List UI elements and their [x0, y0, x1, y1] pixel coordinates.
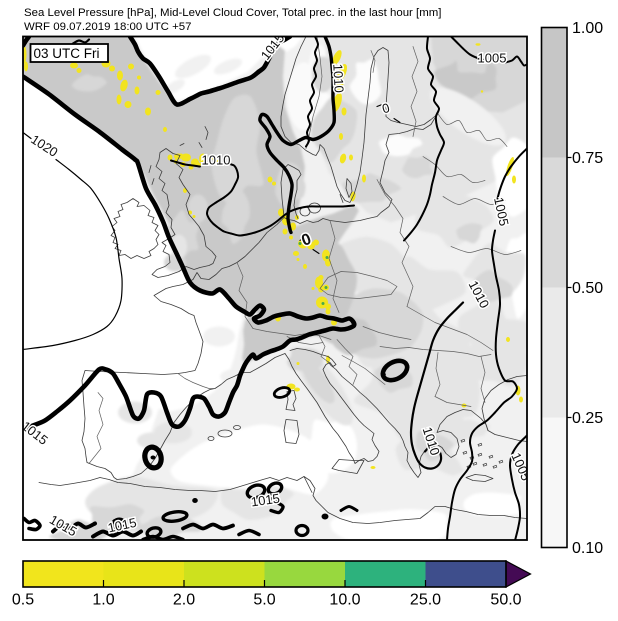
svg-text:Sea Level Pressure [hPa], Mid-: Sea Level Pressure [hPa], Mid-Level Clou…	[24, 7, 441, 19]
svg-text:0.10: 0.10	[572, 540, 603, 557]
svg-text:1015: 1015	[250, 491, 281, 510]
svg-text:1010: 1010	[202, 153, 231, 168]
svg-text:50.0: 50.0	[490, 592, 521, 609]
svg-text:1.0: 1.0	[92, 592, 114, 609]
svg-text:0.75: 0.75	[572, 150, 603, 167]
svg-text:0.5: 0.5	[12, 592, 34, 609]
svg-text:03 UTC Fri: 03 UTC Fri	[34, 46, 100, 61]
svg-text:2.0: 2.0	[173, 592, 195, 609]
svg-text:0.25: 0.25	[572, 410, 603, 427]
svg-text:10.0: 10.0	[329, 592, 360, 609]
svg-text:25.0: 25.0	[410, 592, 441, 609]
svg-text:5.0: 5.0	[253, 592, 275, 609]
svg-text:1010: 1010	[330, 63, 346, 93]
svg-text:WRF 09.07.2019 18:00 UTC +57: WRF 09.07.2019 18:00 UTC +57	[24, 21, 192, 33]
svg-text:1005: 1005	[478, 51, 507, 66]
svg-text:0.50: 0.50	[572, 280, 603, 297]
svg-text:1.00: 1.00	[572, 20, 603, 37]
